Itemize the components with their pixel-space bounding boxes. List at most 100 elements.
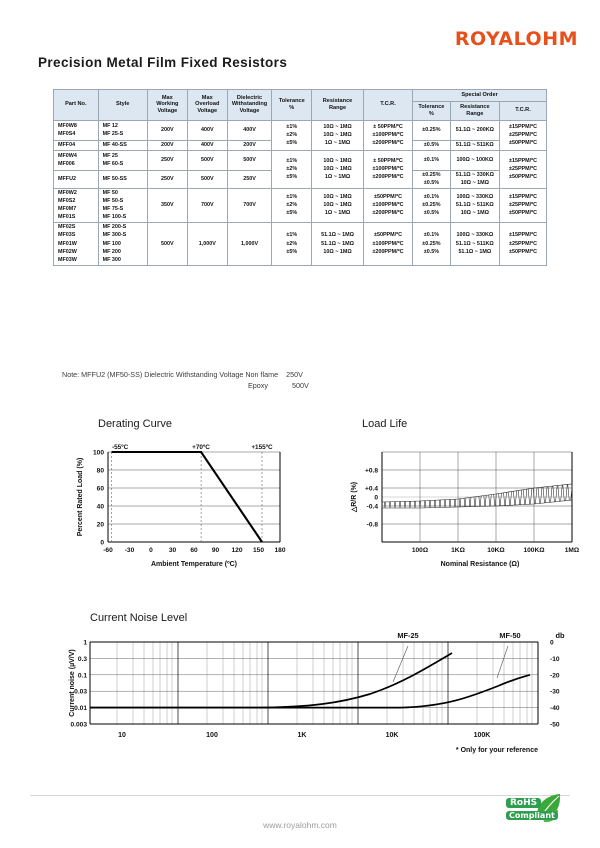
note-value-1: 250V [286,370,303,379]
noise-grid-minor [116,642,533,724]
svg-text:+70ºC: +70ºC [192,444,210,451]
svg-text:90: 90 [212,547,220,554]
cell-so-tcr: ±15PPM/ºC ±25PPM/ºC ±50PPM/ºC [498,149,548,189]
cell-so-tolerance: ±0.25% ±0.5% [412,169,451,189]
table-row: MFFU2 MF 50-SS 250V 500V 250V ±0.25% ±0.… [53,169,547,189]
cell-style: MF 25 MF 60-S [97,149,148,171]
svg-text:-20: -20 [550,672,560,679]
derating-xtick-labels: -60 -30 0 30 60 90 120 150 180 [103,547,286,554]
cell-tcr: ±50PPM/ºC ±100PPM/ºC ±200PPM/ºC [362,222,414,266]
svg-text:60: 60 [190,547,198,554]
noise-ytick-labels: 1 0.3 0.1 0.03 0.01 0.003 [70,640,87,729]
cell-overload-voltage: 1,000V [186,222,228,266]
cell-so-tolerance: ±0.5% [412,139,451,151]
th-resistance-range: Resistance Range [311,89,364,121]
cell-so-tolerance: ±0.1% ±0.25% ±0.5% [412,222,451,266]
svg-text:100K: 100K [474,732,491,739]
svg-text:0: 0 [374,495,378,502]
cell-working-voltage: 200V [146,119,188,141]
cell-working-voltage: 250V [146,149,188,171]
th-so-resistance-range: Resistance Range [449,100,500,121]
cell-dielectric-voltage: 400V [226,119,273,141]
table-row: MF02S MF03S MF01W MF02W MF03W MF 200-S M… [53,222,548,266]
footer-url[interactable]: www.royalohm.com [263,820,337,830]
svg-text:10: 10 [118,732,126,739]
svg-text:1K: 1K [298,732,307,739]
cell-so-resistance: 51.1Ω ~ 330KΩ 10Ω ~ 1MΩ [449,169,500,189]
noise-series-mf25-line [90,652,453,709]
noise-series-mf50-line [90,673,531,709]
cell-tolerance: ±1% ±2% ±5% [271,119,313,151]
cell-overload-voltage: 500V [186,169,228,189]
svg-text:-55ºC: -55ºC [112,444,129,451]
cell-style: MF 40-SS [97,139,148,151]
svg-text:-0.4: -0.4 [367,504,379,511]
th-style: Style [97,89,148,121]
svg-text:10KΩ: 10KΩ [487,547,505,554]
cell-resistance-range: 10Ω ~ 1MΩ 10Ω ~ 1MΩ 1Ω ~ 1MΩ [311,119,364,151]
cell-so-tolerance: ±0.1% ±0.25% ±0.5% [412,187,451,224]
svg-text:10K: 10K [386,732,399,739]
specification-table: Part No. Style Max Working Voltage Max O… [53,89,548,266]
svg-text:1: 1 [83,640,87,647]
specification-table-wrapper: Part No. Style Max Working Voltage Max O… [53,89,548,266]
svg-text:120: 120 [231,547,242,554]
svg-text:-50: -50 [550,722,560,729]
svg-text:0: 0 [550,640,554,647]
cell-dielectric-voltage: 200V [226,139,273,151]
noise-y-axis-label: Current noise (µV/V) [69,649,76,716]
load-life-ytick-labels: +0.8 +0.4 0 -0.4 -0.8 [365,468,378,529]
load-life-chart-title: Load Life [362,418,408,430]
svg-text:150: 150 [253,547,264,554]
cell-part-no: MF0W4 MF006 [53,149,99,171]
svg-text:0.1: 0.1 [78,672,87,679]
cell-part-no: MF02S MF03S MF01W MF02W MF03W [53,222,99,266]
cell-part-no: MFFU2 [53,169,99,189]
cell-style: MF 50-SS [97,169,148,189]
svg-text:-30: -30 [125,547,135,554]
svg-text:-30: -30 [550,689,560,696]
cell-so-tcr: ±15PPM/ºC ±25PPM/ºC ±50PPM/ºC [498,187,548,224]
noise-y2tick-labels: 0 -10 -20 -30 -40 -50 [550,640,560,729]
cell-style: MF 12 MF 25-S [97,119,148,141]
svg-text:20: 20 [97,522,105,529]
svg-text:0: 0 [149,547,153,554]
page-title: Precision Metal Film Fixed Resistors [38,55,288,70]
cell-so-tcr: ±15PPM/ºC ±25PPM/ºC ±50PPM/ºC [498,222,548,266]
cell-working-voltage: 200V [146,139,188,151]
th-part-no: Part No. [53,89,99,121]
cell-style: MF 200-S MF 300-S MF 100 MF 200 MF 300 [97,222,148,266]
derating-ytick-labels: 0 20 40 60 80 100 [93,450,104,547]
cell-so-resistance: 100Ω ~ 330KΩ 51.1Ω ~ 511KΩ 51.1Ω ~ 1MΩ [449,222,500,266]
svg-text:-60: -60 [103,547,113,554]
table-body: MF0W8 MF0S4 MF 12 MF 25-S 200V 400V 400V [53,119,548,266]
svg-text:-10: -10 [550,656,560,663]
derating-chart-title: Derating Curve [98,418,172,430]
cell-tcr: ± 50PPM/ºC ±100PPM/ºC ±200PPM/ºC [362,119,414,151]
cell-part-no: MF0W2 MF0S2 MF0M7 MF01S [53,187,99,224]
noise-footnote: * Only for your reference [456,747,538,754]
th-dielectric-withstanding-voltage: Dielectric Withstanding Voltage [226,89,273,121]
svg-text:1MΩ: 1MΩ [565,547,580,554]
cell-so-tolerance: ±0.1% [412,149,451,171]
svg-text:180: 180 [274,547,285,554]
svg-text:100: 100 [93,450,104,457]
table-row: MF0W4 MF006 MF 25 MF 60-S 250V 500V 500V [53,149,548,189]
cell-dielectric-voltage: 500V [226,149,273,171]
svg-text:0.03: 0.03 [74,689,87,696]
cell-so-resistance: 100Ω ~ 100KΩ [449,149,500,171]
load-life-data-band [381,483,573,509]
note-line-1: Note: MFFU2 (MF50-SS) Dielectric Withsta… [62,370,338,381]
table-row: MF0W8 MF0S4 MF 12 MF 25-S 200V 400V 400V [53,119,548,151]
cell-dielectric-voltage: 1,000V [226,222,273,266]
svg-text:40: 40 [97,504,105,511]
cell-overload-voltage: 700V [186,187,228,224]
cell-resistance-range: 10Ω ~ 1MΩ 10Ω ~ 1MΩ 1Ω ~ 1MΩ [311,187,364,224]
svg-text:100Ω: 100Ω [412,547,429,554]
table-note: Note: MFFU2 (MF50-SS) Dielectric Withsta… [62,370,338,392]
cell-overload-voltage: 500V [186,149,228,171]
svg-text:100KΩ: 100KΩ [523,547,545,554]
derating-curve-svg: -60 -30 0 30 60 90 120 150 180 0 20 40 6… [77,444,286,568]
footer-divider [30,795,570,796]
